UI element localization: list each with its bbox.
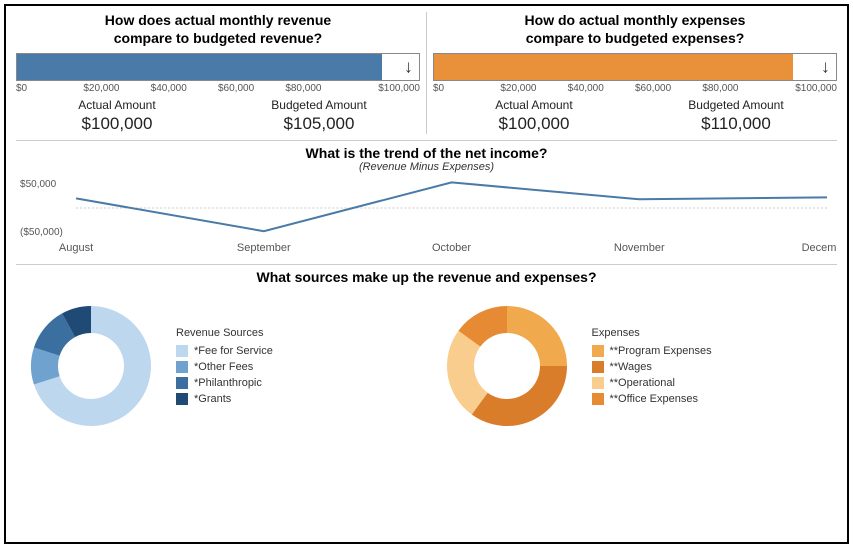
expense-bar: ↓ bbox=[433, 53, 837, 81]
legend-item: *Other Fees bbox=[176, 361, 273, 373]
expense-kpi-panel: How do actual monthly expenses compare t… bbox=[433, 12, 837, 134]
expense-budgeted-label: Budgeted Amount bbox=[635, 98, 837, 112]
axis-tick: $40,000 bbox=[568, 83, 635, 94]
axis-tick: $100,000 bbox=[353, 83, 420, 94]
dashboard: How does actual monthly revenue compare … bbox=[4, 4, 849, 544]
trend-subtitle: (Revenue Minus Expenses) bbox=[16, 161, 837, 173]
revenue-actual-value: $100,000 bbox=[16, 114, 218, 134]
legend-item: **Program Expenses bbox=[592, 345, 712, 357]
legend-label: *Philanthropic bbox=[194, 377, 262, 389]
legend-title: Expenses bbox=[592, 327, 712, 339]
axis-tick: $100,000 bbox=[770, 83, 837, 94]
axis-tick: $0 bbox=[16, 83, 83, 94]
legend-label: *Grants bbox=[194, 393, 231, 405]
legend-swatch bbox=[176, 345, 188, 357]
legend-swatch bbox=[176, 361, 188, 373]
expense-budgeted-col: Budgeted Amount $110,000 bbox=[635, 98, 837, 134]
axis-tick: $60,000 bbox=[218, 83, 285, 94]
legend-label: *Other Fees bbox=[194, 361, 253, 373]
legend-label: *Fee for Service bbox=[194, 345, 273, 357]
trend-x-tick: November bbox=[614, 242, 665, 254]
revenue-budgeted-col: Budgeted Amount $105,000 bbox=[218, 98, 420, 134]
revenue-axis: $0$20,000$40,000$60,000$80,000$100,000 bbox=[16, 83, 420, 94]
revenue-donut-chart bbox=[16, 291, 166, 441]
expense-donut-chart bbox=[432, 291, 582, 441]
revenue-amount-row: Actual Amount $100,000 Budgeted Amount $… bbox=[16, 98, 420, 134]
trend-line bbox=[76, 182, 827, 231]
expense-amount-row: Actual Amount $100,000 Budgeted Amount $… bbox=[433, 98, 837, 134]
legend-swatch bbox=[592, 393, 604, 405]
donut-section: What sources make up the revenue and exp… bbox=[16, 269, 837, 441]
legend-label: **Program Expenses bbox=[610, 345, 712, 357]
expense-actual-value: $100,000 bbox=[433, 114, 635, 134]
trend-x-tick: September bbox=[237, 242, 291, 254]
legend-swatch bbox=[176, 377, 188, 389]
revenue-question-line2: compare to budgeted revenue? bbox=[114, 30, 322, 46]
trend-y-tick: $50,000 bbox=[20, 179, 57, 190]
revenue-kpi-panel: How does actual monthly revenue compare … bbox=[16, 12, 427, 134]
legend-label: **Office Expenses bbox=[610, 393, 698, 405]
axis-tick: $20,000 bbox=[83, 83, 150, 94]
axis-tick: $0 bbox=[433, 83, 500, 94]
trend-x-tick: December bbox=[802, 242, 837, 254]
kpi-row: How does actual monthly revenue compare … bbox=[16, 12, 837, 141]
revenue-bar: ↓ bbox=[16, 53, 420, 81]
donut-slice bbox=[471, 366, 566, 426]
trend-chart: $50,000 ($50,000) August September October No… bbox=[16, 175, 837, 255]
donut-row: Revenue Sources *Fee for Service *Other Fe… bbox=[16, 291, 837, 441]
legend-item: *Fee for Service bbox=[176, 345, 273, 357]
legend-swatch bbox=[592, 377, 604, 389]
expense-donut-block: Expenses **Program Expenses **Wages **Opera… bbox=[432, 291, 838, 441]
legend-title: Revenue Sources bbox=[176, 327, 273, 339]
axis-tick: $20,000 bbox=[500, 83, 567, 94]
axis-tick: $80,000 bbox=[285, 83, 352, 94]
axis-tick: $80,000 bbox=[702, 83, 769, 94]
trend-y-tick: ($50,000) bbox=[20, 227, 63, 238]
revenue-question: How does actual monthly revenue compare … bbox=[105, 12, 331, 47]
legend-label: **Wages bbox=[610, 361, 652, 373]
legend-item: **Operational bbox=[592, 377, 712, 389]
expense-question-line1: How do actual monthly expenses bbox=[525, 12, 746, 28]
donut-title: What sources make up the revenue and exp… bbox=[16, 269, 837, 285]
expense-actual-col: Actual Amount $100,000 bbox=[433, 98, 635, 134]
revenue-bar-fill bbox=[17, 54, 382, 80]
expense-axis: $0$20,000$40,000$60,000$80,000$100,000 bbox=[433, 83, 837, 94]
revenue-donut-block: Revenue Sources *Fee for Service *Other Fe… bbox=[16, 291, 422, 441]
trend-section: What is the trend of the net income? (Re… bbox=[16, 145, 837, 265]
legend-item: *Grants bbox=[176, 393, 273, 405]
revenue-budgeted-value: $105,000 bbox=[218, 114, 420, 134]
revenue-question-line1: How does actual monthly revenue bbox=[105, 12, 331, 28]
legend-swatch bbox=[592, 361, 604, 373]
expense-question-line2: compare to budgeted expenses? bbox=[526, 30, 745, 46]
legend-swatch bbox=[592, 345, 604, 357]
expense-actual-label: Actual Amount bbox=[433, 98, 635, 112]
expense-legend: Expenses **Program Expenses **Wages **Opera… bbox=[592, 327, 712, 405]
trend-title: What is the trend of the net income? bbox=[16, 145, 837, 161]
legend-item: **Wages bbox=[592, 361, 712, 373]
expense-budgeted-value: $110,000 bbox=[635, 114, 837, 134]
expense-question: How do actual monthly expenses compare t… bbox=[525, 12, 746, 47]
down-arrow-icon: ↓ bbox=[821, 57, 830, 78]
revenue-legend: Revenue Sources *Fee for Service *Other Fe… bbox=[176, 327, 273, 405]
trend-x-tick: October bbox=[432, 242, 471, 254]
legend-item: *Philanthropic bbox=[176, 377, 273, 389]
down-arrow-icon: ↓ bbox=[404, 57, 413, 78]
trend-x-tick: August bbox=[59, 242, 93, 254]
axis-tick: $60,000 bbox=[635, 83, 702, 94]
revenue-actual-col: Actual Amount $100,000 bbox=[16, 98, 218, 134]
legend-swatch bbox=[176, 393, 188, 405]
revenue-budgeted-label: Budgeted Amount bbox=[218, 98, 420, 112]
expense-bar-fill bbox=[434, 54, 793, 80]
axis-tick: $40,000 bbox=[151, 83, 218, 94]
legend-label: **Operational bbox=[610, 377, 675, 389]
legend-item: **Office Expenses bbox=[592, 393, 712, 405]
donut-slice bbox=[507, 306, 567, 366]
revenue-actual-label: Actual Amount bbox=[16, 98, 218, 112]
